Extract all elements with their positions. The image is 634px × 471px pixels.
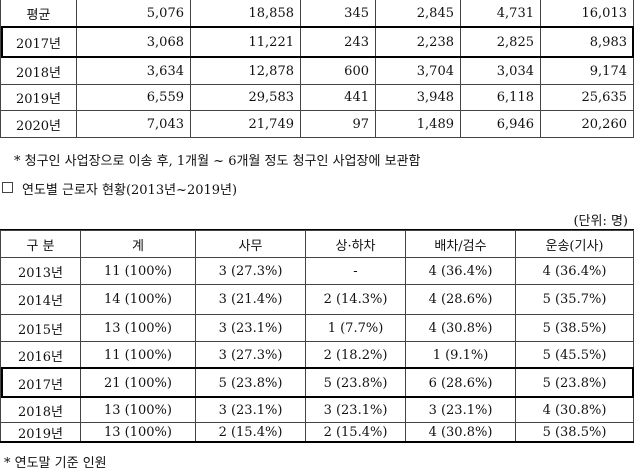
table-cell: 4,731 [460,0,540,27]
row-label: 2017년 [0,27,76,57]
table-cell: 6,118 [460,84,540,110]
table-cell: 345 [300,0,375,27]
table-cell: 11,221 [190,27,300,57]
table-cell: 21,749 [190,110,300,138]
row-label: 2016년 [0,341,80,368]
table-cell: 441 [300,84,375,110]
table-cell: 3 (21.4%) [195,284,305,314]
table-cell: 13 (100%) [80,314,195,341]
row-label: 2019년 [0,422,80,442]
table-cell: 3 (23.1%) [195,397,305,422]
row-label: 평균 [0,0,76,27]
table-cell: 3,068 [76,27,190,57]
header-cell: 운송(기사) [515,230,634,257]
table-bottom [0,137,634,138]
table-cell: 7,043 [76,110,190,138]
table-cell: 20,260 [540,110,634,138]
table-cell: 3,704 [375,57,460,84]
table-cell: 29,583 [190,84,300,110]
table-cell: 11 (100%) [80,341,195,368]
table-cell: 2 (15.4%) [305,422,405,442]
table-cell: 8,983 [540,27,634,57]
table-cell: 5 (38.5%) [515,422,634,442]
row-label: 2017년 [0,368,80,397]
header-cell: 사무 [195,230,305,257]
table-cell: 13 (100%) [80,397,195,422]
row-label: 2014년 [0,284,80,314]
table-cell: 3,948 [375,84,460,110]
table-cell: 3,634 [76,57,190,84]
table-cell: 13 (100%) [80,422,195,442]
table-cell: 12,878 [190,57,300,84]
table-cell: 3 (23.1%) [195,314,305,341]
table-cell: - [305,257,405,284]
table-cell: 5 (23.8%) [195,368,305,397]
table-cell: 6,559 [76,84,190,110]
table-cell: 25,635 [540,84,634,110]
table-cell: 14 (100%) [80,284,195,314]
table-cell: 2,238 [375,27,460,57]
table-cell: 2 (18.2%) [305,341,405,368]
table-cell: 4 (36.4%) [515,257,634,284]
table-cell: 4 (30.8%) [405,314,515,341]
table-cell: 11 (100%) [80,257,195,284]
table-cell: 9,174 [540,57,634,84]
note: * 청구인 사업장으로 이송 후, 1개월 ~ 6개월 정도 청구인 사업장에 … [14,154,421,169]
table-cell: 5 (35.7%) [515,284,634,314]
table-cell: 243 [300,27,375,57]
unit: (단위: 명) [573,214,628,229]
table-cell: 16,013 [540,0,634,27]
table-cell: 1 (7.7%) [305,314,405,341]
table-cell: 2,825 [460,27,540,57]
table-cell: 1,489 [375,110,460,138]
table-cell: 3 (23.1%) [305,397,405,422]
table-cell: 3 (23.1%) [405,397,515,422]
header-cell: 계 [80,230,195,257]
row-label: 2018년 [0,397,80,422]
table-cell: 18,858 [190,0,300,27]
table-bottom [0,441,634,443]
table-cell: 2 (14.3%) [305,284,405,314]
table-cell: 4 (36.4%) [405,257,515,284]
header-cell: 배차/검수 [405,230,515,257]
table-cell: 5 (23.8%) [515,368,634,397]
table-cell: 2 (15.4%) [195,422,305,442]
row-label: 2020년 [0,110,76,138]
table-cell: 3 (27.3%) [195,341,305,368]
row-label: 2013년 [0,257,80,284]
table-cell: 5 (23.8%) [305,368,405,397]
table-cell: 4 (30.8%) [515,397,634,422]
row-label: 2015년 [0,314,80,341]
row-label: 2019년 [0,84,76,110]
table-cell: 3 (27.3%) [195,257,305,284]
table-cell: 6,946 [460,110,540,138]
table-cell: 4 (30.8%) [405,422,515,442]
table-cell: 1 (9.1%) [405,341,515,368]
row-label: 2018년 [0,57,76,84]
table-cell: 4 (28.6%) [405,284,515,314]
table-cell: 2,845 [375,0,460,27]
header-cell: 구 분 [0,230,80,257]
table-cell: 5 (45.5%) [515,341,634,368]
table-cell: 5,076 [76,0,190,27]
table-cell: 97 [300,110,375,138]
note: * 연도말 기준 인원 [4,456,107,471]
table-cell: 3,034 [460,57,540,84]
table-cell: 6 (28.6%) [405,368,515,397]
table-cell: 600 [300,57,375,84]
bullet-box [2,182,13,193]
table-cell: 5 (38.5%) [515,314,634,341]
table-cell: 21 (100%) [80,368,195,397]
section-title: 연도별 근로자 현황(2013년~2019년) [22,183,238,198]
header-cell: 상·하차 [305,230,405,257]
